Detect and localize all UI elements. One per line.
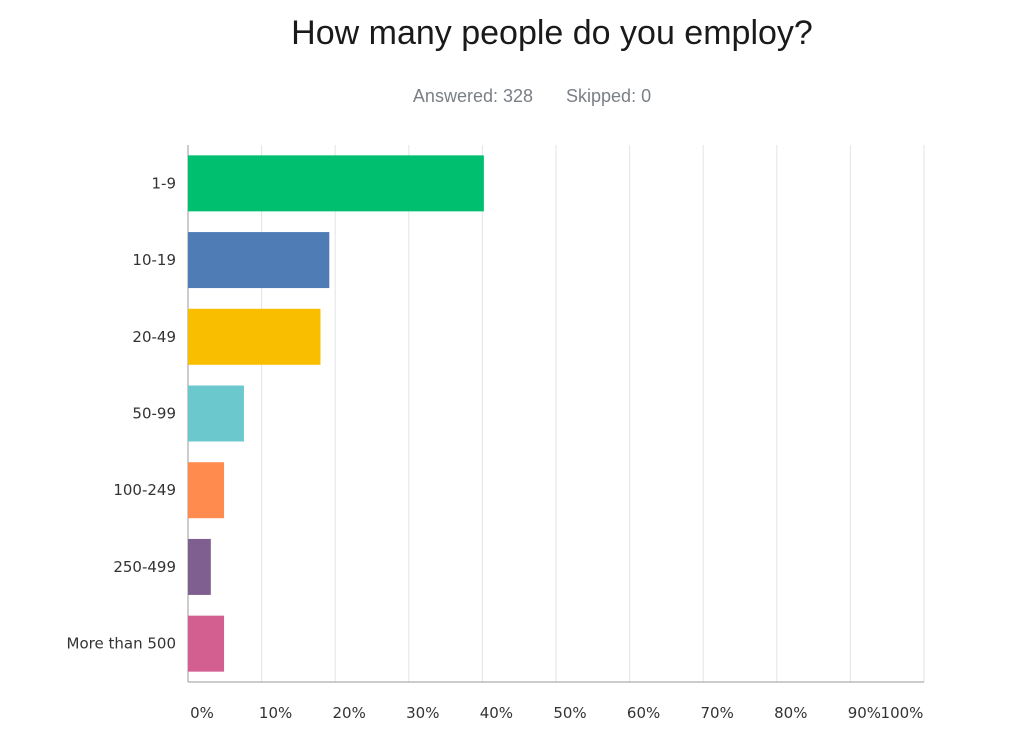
chart-title: How many people do you employ?: [291, 14, 813, 52]
category-label: More than 500: [67, 635, 176, 653]
category-label: 1-9: [152, 174, 177, 192]
bar-50-99[interactable]: [188, 385, 244, 442]
x-tick-label: 0%: [190, 704, 214, 722]
bar-20-49[interactable]: [188, 308, 321, 365]
x-tick-label: 100%: [881, 704, 924, 722]
x-tick-label: 90%: [848, 704, 881, 722]
skipped-count: Skipped: 0: [566, 86, 652, 106]
x-tick-label: 30%: [406, 704, 439, 722]
bar-1-9[interactable]: [188, 155, 484, 212]
x-tick-label: 40%: [480, 704, 513, 722]
category-label: 20-49: [132, 328, 176, 346]
bar-250-499[interactable]: [188, 538, 211, 595]
bar-100-249[interactable]: [188, 462, 225, 519]
category-label: 250-499: [113, 558, 176, 576]
bar-more-than-500[interactable]: [188, 615, 225, 672]
x-tick-label: 70%: [701, 704, 734, 722]
x-tick-label: 50%: [553, 704, 586, 722]
category-label: 100-249: [113, 481, 176, 499]
x-tick-label: 20%: [333, 704, 366, 722]
x-tick-label: 60%: [627, 704, 660, 722]
category-label: 50-99: [132, 405, 176, 423]
response-summary: Answered: 328 Skipped: 0: [0, 86, 1024, 107]
bar-10-19[interactable]: [188, 232, 330, 289]
x-tick-label: 80%: [774, 704, 807, 722]
x-tick-label: 10%: [259, 704, 292, 722]
answered-count: Answered: 328: [412, 86, 533, 106]
category-label: 10-19: [132, 251, 176, 269]
